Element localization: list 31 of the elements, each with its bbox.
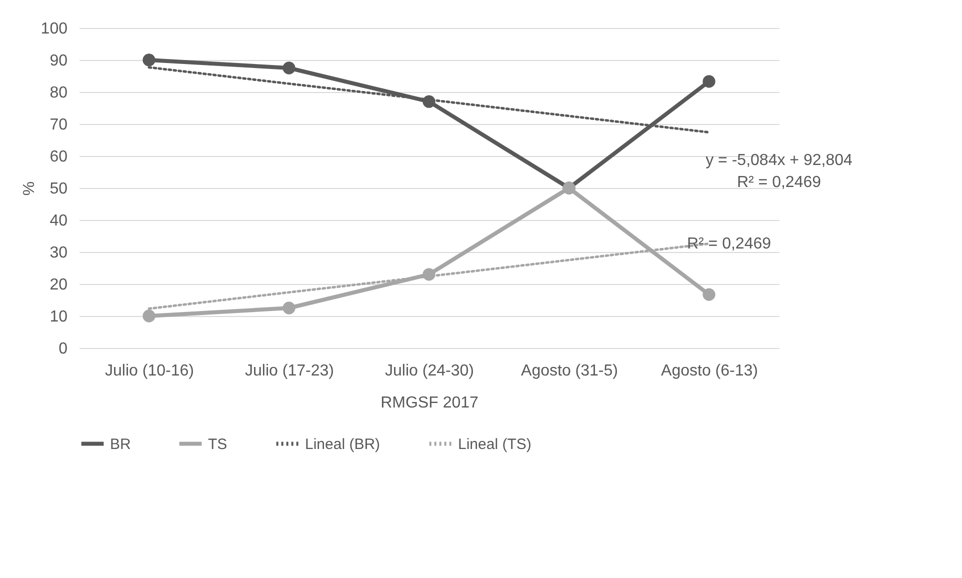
y-axis-title: % xyxy=(20,181,38,196)
x-tick-label: Julio (10-16) xyxy=(105,362,194,380)
y-tick-label: 0 xyxy=(58,340,68,358)
y-tick-label: 60 xyxy=(50,148,68,166)
x-tick-label: Agosto (6-13) xyxy=(661,362,758,380)
y-tick-label: 50 xyxy=(50,180,68,198)
y-tick-label: 70 xyxy=(50,116,68,134)
x-tick-label: Agosto (31-5) xyxy=(521,362,618,380)
y-tick-label: 20 xyxy=(50,276,68,294)
point xyxy=(702,288,716,301)
legend-label: Lineal (BR) xyxy=(305,436,380,453)
y-tick-label: 30 xyxy=(50,244,68,262)
y-tick-label: 40 xyxy=(50,212,68,230)
y-tick-label: 10 xyxy=(50,308,68,326)
point xyxy=(282,302,296,314)
annotation: R² = 0,2469 xyxy=(686,236,772,253)
legend-label: TS xyxy=(208,436,228,453)
x-tick-label: Julio (17-23) xyxy=(245,362,334,380)
point xyxy=(142,54,156,66)
x-tick-label: Julio (24-30) xyxy=(385,362,474,380)
annotation: y = -5,084x + 92,804 xyxy=(706,152,852,169)
point xyxy=(142,310,156,322)
y-tick-label: 100 xyxy=(40,20,68,38)
annotation: R² = 0,2469 xyxy=(736,174,822,191)
y-tick-label: 80 xyxy=(50,84,68,102)
legend-label: BR xyxy=(110,436,132,453)
point xyxy=(282,62,296,74)
point xyxy=(702,75,716,88)
legend-label: Lineal (TS) xyxy=(458,436,532,453)
x-axis-title: RMGSF 2017 xyxy=(380,394,479,412)
y-tick-label: 90 xyxy=(50,52,68,70)
